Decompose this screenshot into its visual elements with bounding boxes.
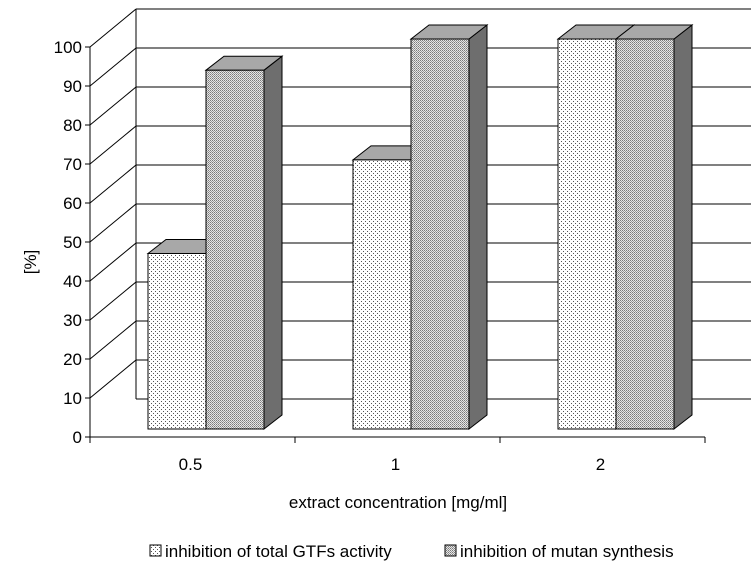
bar-side [673,23,693,431]
x-tick-label: 1 [391,455,400,474]
bar [409,23,489,431]
y-tick-label: 70 [63,155,82,174]
bars [146,23,694,431]
legend-swatch [444,544,457,557]
legend-item: inhibition of total GTFs activity [149,542,392,561]
legend-label: inhibition of total GTFs activity [165,542,392,561]
y-tick-label: 80 [63,116,82,135]
x-axis-title: extract concentration [mg/ml] [289,493,507,512]
legend-swatch [149,544,162,557]
y-tick-label: 30 [63,311,82,330]
x-tick-label: 0.5 [179,455,203,474]
bar-side [263,55,283,431]
gridline-side [89,86,137,126]
y-axis-title: [%] [21,250,40,275]
legend-label: inhibition of mutan synthesis [460,542,674,561]
x-tick-label: 2 [596,455,605,474]
bar [204,55,284,431]
y-tick-label: 0 [73,428,82,447]
y-tick-label: 50 [63,233,82,252]
axes [85,9,706,443]
y-tick-label: 20 [63,350,82,369]
gridline-side [89,125,137,165]
gridline-side [89,320,137,360]
bar-front [557,38,617,430]
y-tick-label: 60 [63,194,82,213]
bar-front [410,38,470,430]
gridline-side [89,164,137,204]
tick-labels: 0 10 20 30 40 50 60 70 80 90 100 0.5 1 2 [54,38,606,474]
y-tick-label: 10 [63,389,82,408]
gridline-side [89,47,137,87]
bar-front [615,38,675,430]
gridline-side [89,359,137,399]
bar-side [468,23,488,431]
bar-front [147,253,207,430]
y-tick-label: 40 [63,272,82,291]
gridline-side [89,8,137,48]
gridline-side [89,203,137,243]
gridline-side [89,281,137,321]
y-tick-label: 100 [54,38,82,57]
bar-front [352,159,412,430]
gridline-side [89,242,137,282]
legend: inhibition of total GTFs activity inhibit… [149,542,674,561]
bar [614,23,694,431]
legend-item: inhibition of mutan synthesis [444,542,674,561]
bar-front [205,69,265,430]
y-tick-label: 90 [63,77,82,96]
